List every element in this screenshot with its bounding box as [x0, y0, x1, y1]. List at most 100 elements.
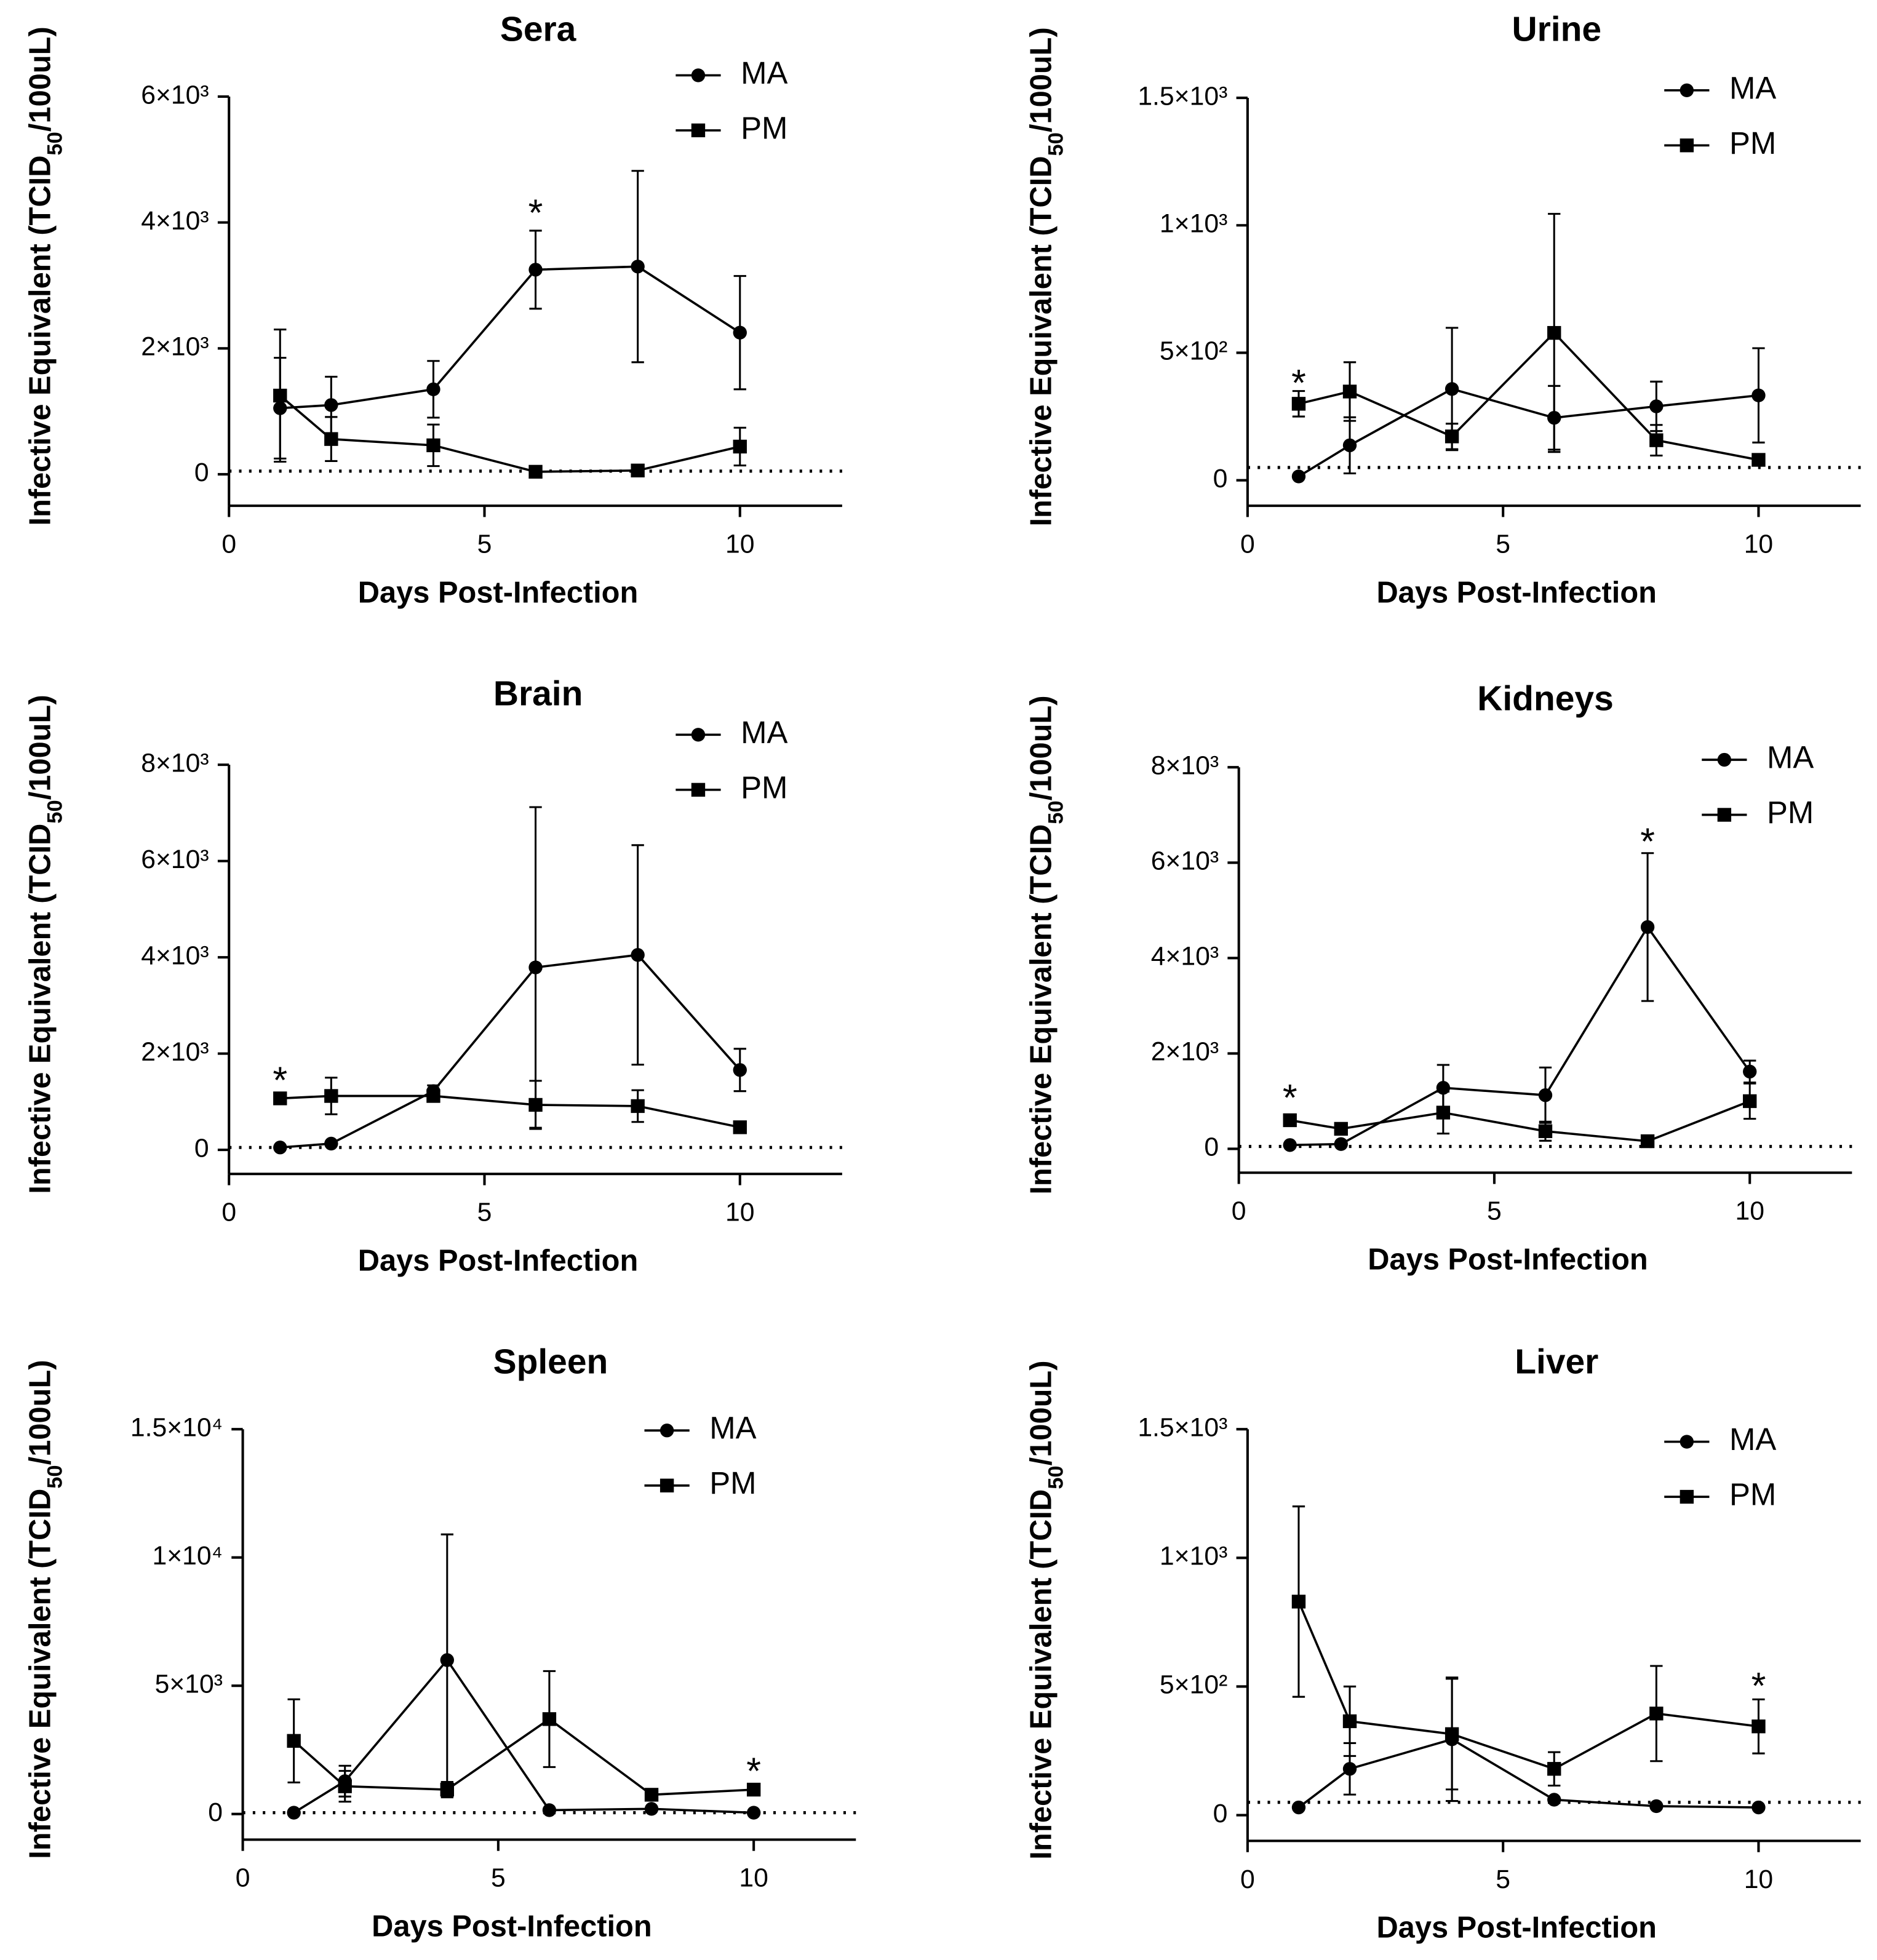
marker [1334, 1121, 1348, 1136]
y-tick-label: 2×10³ [1151, 1037, 1219, 1067]
marker [324, 1136, 338, 1151]
x-axis-label: Days Post-Infection [1368, 1243, 1648, 1277]
y-axis-label-part: Infective Equivalent (TCID [23, 156, 57, 526]
y-axis-label: Infective Equivalent (TCID50/100uL) [23, 1360, 66, 1858]
y-axis-label-part: /100uL) [1025, 695, 1058, 800]
marker [1649, 399, 1664, 413]
x-axis-label: Days Post-Infection [1376, 576, 1657, 609]
marker [1334, 1137, 1348, 1151]
y-tick-label: 1.5×10³ [1138, 81, 1227, 111]
marker [1751, 453, 1766, 467]
y-axis-label-part: 50 [43, 800, 66, 823]
y-axis-label-part: /100uL) [1025, 1361, 1058, 1466]
y-axis-label-part: /100uL) [1025, 27, 1058, 132]
y-tick-label: 1×10⁴ [153, 1541, 223, 1571]
y-tick-label: 8×10³ [141, 748, 209, 778]
marker [1342, 384, 1357, 399]
y-tick-label: 0 [1213, 1799, 1228, 1828]
marker [1743, 1094, 1757, 1109]
x-tick-label: 0 [1240, 1865, 1255, 1894]
marker [528, 464, 543, 479]
panel: Sera Days Post-Infection Infective Equival… [23, 9, 842, 609]
y-tick-label: 2×10³ [141, 1037, 209, 1067]
y-axis-label-part: /100uL) [23, 695, 57, 800]
y-tick-label: 2×10³ [141, 332, 209, 362]
x-tick-label: 0 [1232, 1197, 1246, 1226]
x-tick-label: 0 [1240, 529, 1255, 559]
y-tick-label: 5×10² [1160, 337, 1227, 366]
x-axis-label: Days Post-Infection [358, 576, 639, 609]
marker [426, 438, 440, 453]
y-axis-label-part: /100uL) [23, 26, 57, 132]
x-tick-label: 10 [1735, 1197, 1764, 1226]
series-line [1289, 1100, 1750, 1142]
x-axis-label: Days Post-Infection [358, 1245, 639, 1278]
legend-label: MA [741, 55, 787, 90]
panel: Spleen Days Post-Infection Infective Equiv… [23, 1342, 856, 1943]
x-tick-label: 0 [221, 529, 236, 559]
y-axis-label-part: Infective Equivalent (TCID [23, 1489, 57, 1859]
y-axis-label-part: Infective Equivalent (TCID [1025, 1489, 1058, 1860]
marker [733, 1120, 747, 1134]
panel: Kidneys Days Post-Infection Infective Equi… [1025, 679, 1852, 1277]
panel: Brain Days Post-Infection Infective Equiva… [23, 674, 842, 1278]
x-tick-label: 10 [725, 1198, 755, 1227]
y-axis-label: Infective Equivalent (TCID50/100uL) [23, 26, 66, 525]
marker [1743, 1064, 1757, 1079]
x-tick-label: 10 [725, 529, 755, 559]
y-tick-label: 1.5×10³ [1138, 1412, 1227, 1442]
marker [1291, 1800, 1306, 1815]
y-axis-label-part: 50 [43, 1465, 66, 1488]
marker [733, 1063, 747, 1077]
y-tick-label: 6×10³ [141, 845, 209, 874]
marker [440, 1782, 455, 1797]
marker [746, 1806, 761, 1820]
y-tick-label: 0 [194, 1133, 209, 1163]
marker [1640, 1134, 1655, 1149]
panel-title: Sera [500, 9, 577, 49]
y-axis-label-part: Infective Equivalent (TCID [1025, 156, 1058, 527]
marker [1538, 1124, 1553, 1138]
marker [528, 960, 543, 974]
marker [631, 1099, 645, 1113]
y-tick-label: 6×10³ [141, 80, 209, 110]
marker [1649, 1799, 1664, 1814]
y-tick-label: 0 [208, 1798, 223, 1827]
legend-label: MA [1729, 70, 1776, 105]
marker [1751, 1719, 1766, 1734]
series-line [1298, 331, 1759, 461]
x-tick-label: 10 [1744, 529, 1774, 559]
marker [1445, 429, 1459, 444]
marker [1751, 388, 1766, 402]
series-line [293, 1658, 754, 1814]
marker [287, 1806, 301, 1820]
annotation: * [746, 1750, 761, 1792]
marker [1342, 1714, 1357, 1729]
panel-title: Urine [1512, 9, 1602, 49]
annotation: * [528, 191, 543, 233]
marker [273, 388, 287, 403]
y-tick-label: 1×10³ [1160, 209, 1227, 239]
marker [644, 1788, 659, 1802]
panel-title: Liver [1515, 1342, 1598, 1381]
y-tick-label: 5×10³ [155, 1669, 223, 1699]
marker [1291, 469, 1306, 484]
marker [1717, 752, 1732, 767]
y-tick-label: 1×10³ [1160, 1542, 1227, 1571]
marker [1538, 1088, 1553, 1102]
marker [324, 398, 338, 412]
annotation: * [1283, 1077, 1297, 1118]
marker [631, 463, 645, 477]
annotation: * [1640, 821, 1655, 862]
x-tick-label: 5 [477, 1198, 492, 1227]
x-tick-label: 10 [1744, 1865, 1774, 1894]
legend-label: PM [1767, 795, 1814, 830]
legend-label: PM [709, 1465, 756, 1500]
x-tick-label: 0 [236, 1863, 250, 1893]
y-axis-label-part: Infective Equivalent (TCID [1025, 824, 1058, 1195]
marker [324, 432, 338, 446]
x-axis-label: Days Post-Infection [1376, 1911, 1657, 1945]
y-tick-label: 6×10³ [1151, 847, 1219, 876]
y-axis-label-part: 50 [1045, 800, 1068, 824]
